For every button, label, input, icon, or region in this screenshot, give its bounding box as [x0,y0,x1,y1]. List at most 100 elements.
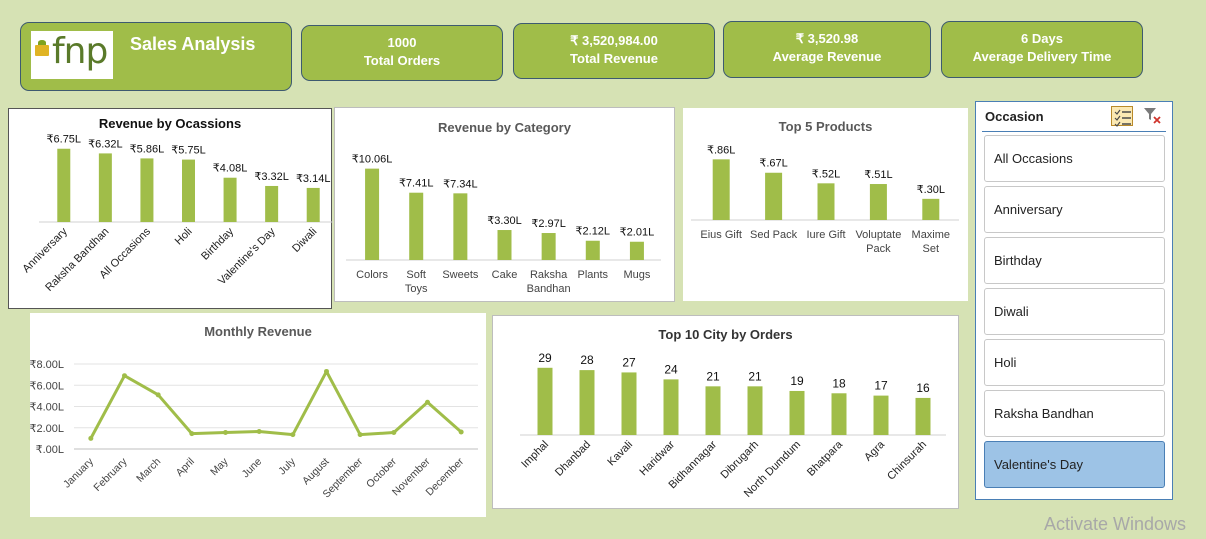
bar [629,241,644,260]
data-label: 17 [874,379,888,393]
bar [579,370,595,435]
data-point [290,432,296,438]
slicer-item[interactable]: All Occasions [984,135,1165,182]
data-point [122,373,127,379]
data-label: ₹2.97L [531,218,566,230]
bar [747,386,763,435]
x-tick-label: Mugs [623,269,650,281]
bar [621,372,637,435]
kpi-label: Average Delivery Time [972,49,1112,64]
data-label: 24 [664,362,678,376]
data-label: 29 [538,351,552,365]
y-tick-label: ₹2.00L [30,423,64,435]
bar [541,233,556,260]
x-tick-label: Voluptate Pack [855,229,901,255]
x-tick-label: Raksha Bandhan [527,269,571,295]
x-tick-label: Plants [577,269,608,281]
data-point [189,431,195,437]
x-tick-label: Colors [356,269,388,281]
top-city-panel: Top 10 City by Orders 29 Imphal 28 Dhanbad 2… [492,315,959,509]
y-tick-label: ₹.00L [36,444,64,456]
data-label: 16 [916,381,930,395]
gift-bow-icon [38,40,46,45]
data-point [223,430,228,436]
x-tick-label: Dhanbad [553,439,593,479]
top-city-chart: 29Imphal28Dhanbad27Kavali24Haridwar21Bid… [519,351,946,500]
x-tick-label: Maxime Set [912,229,951,255]
x-tick-label: Haridwar [638,438,678,478]
slicer-item[interactable]: Valentine's Day [984,441,1165,488]
bar [789,390,805,435]
data-label: ₹6.32L [88,138,123,150]
bar [497,230,512,260]
data-label: ₹5.86L [130,143,165,155]
slicer-item[interactable]: Anniversary [984,186,1165,233]
bar [765,172,783,220]
data-point [458,429,464,435]
bar [453,193,468,260]
data-label: 28 [580,353,594,367]
bar [182,159,195,222]
x-tick-label: Agra [862,438,888,464]
x-tick-label: Soft Toys [405,269,428,295]
kpi-value: 1000 [387,35,417,50]
data-label: ₹2.12L [576,226,611,238]
kpi-average-revenue: ₹ 3,520.98 Average Revenue [723,21,931,78]
series-line [89,369,463,440]
data-label: 21 [706,369,720,383]
chart-title: Top 10 City by Orders [658,327,793,342]
data-label: ₹.30L [917,184,945,196]
data-label: ₹3.14L [296,173,331,185]
y-tick-label: ₹4.00L [30,402,64,414]
dashboard-title: Sales Analysis [130,34,256,54]
data-point [256,428,262,434]
kpi-value: 6 Days [1021,31,1063,46]
bar [585,240,600,260]
slicer-item[interactable]: Raksha Bandhan [984,390,1165,437]
activate-windows-watermark: Activate Windows [1044,514,1187,534]
bar [140,158,154,222]
data-label: ₹.52L [812,168,840,180]
y-tick-label: ₹6.00L [30,380,64,392]
data-point [357,432,363,438]
top-products-panel: Top 5 Products ₹.86L Eius Gift ₹.67L Sed Pa… [683,108,968,301]
brand-name: fnp [52,31,108,72]
bar [915,397,931,435]
revenue-by-category-panel: Revenue by Category ₹10.06L Colors ₹7.41L S… [334,107,675,302]
x-tick-label: Eius Gift [700,229,742,241]
title-card: fnp Sales Analysis [20,22,292,91]
bar [705,386,721,435]
data-label: ₹4.08L [213,163,248,175]
slicer-divider [982,131,1166,132]
bar [537,367,553,435]
kpi-value: ₹ 3,520,984.00 [570,33,658,48]
slicer-title: Occasion [985,109,1044,124]
data-label: 21 [748,369,762,383]
bar [265,185,279,222]
x-tick-label: May [208,455,231,478]
x-tick-label: Dibrugarh [718,439,761,482]
bar [306,187,320,222]
kpi-total-revenue: ₹ 3,520,984.00 Total Revenue [513,23,715,79]
slicer-item[interactable]: Birthday [984,237,1165,284]
x-tick-label: Chinsurah [885,439,929,483]
slicer-item[interactable]: Holi [984,339,1165,386]
bar [663,379,679,435]
x-tick-label: August [300,456,332,488]
bar [57,148,71,222]
x-tick-label: Diwali [290,226,319,255]
multi-select-icon[interactable] [1111,106,1133,127]
data-point [155,392,161,398]
slicer-item[interactable]: Diwali [984,288,1165,335]
data-label: ₹.67L [759,158,787,170]
x-tick-label: Cake [492,269,518,281]
revenue-by-occasion-panel: Revenue by Ocassions ₹6.75L Anniversary ₹6… [8,108,333,309]
kpi-value: ₹ 3,520.98 [795,31,859,46]
x-tick-label: February [91,455,130,494]
clear-filter-icon[interactable] [1143,107,1163,125]
kpi-label: Average Revenue [772,49,882,64]
chart-title: Top 5 Products [778,119,873,134]
y-tick-label: ₹8.00L [30,359,64,371]
bar [817,183,835,220]
